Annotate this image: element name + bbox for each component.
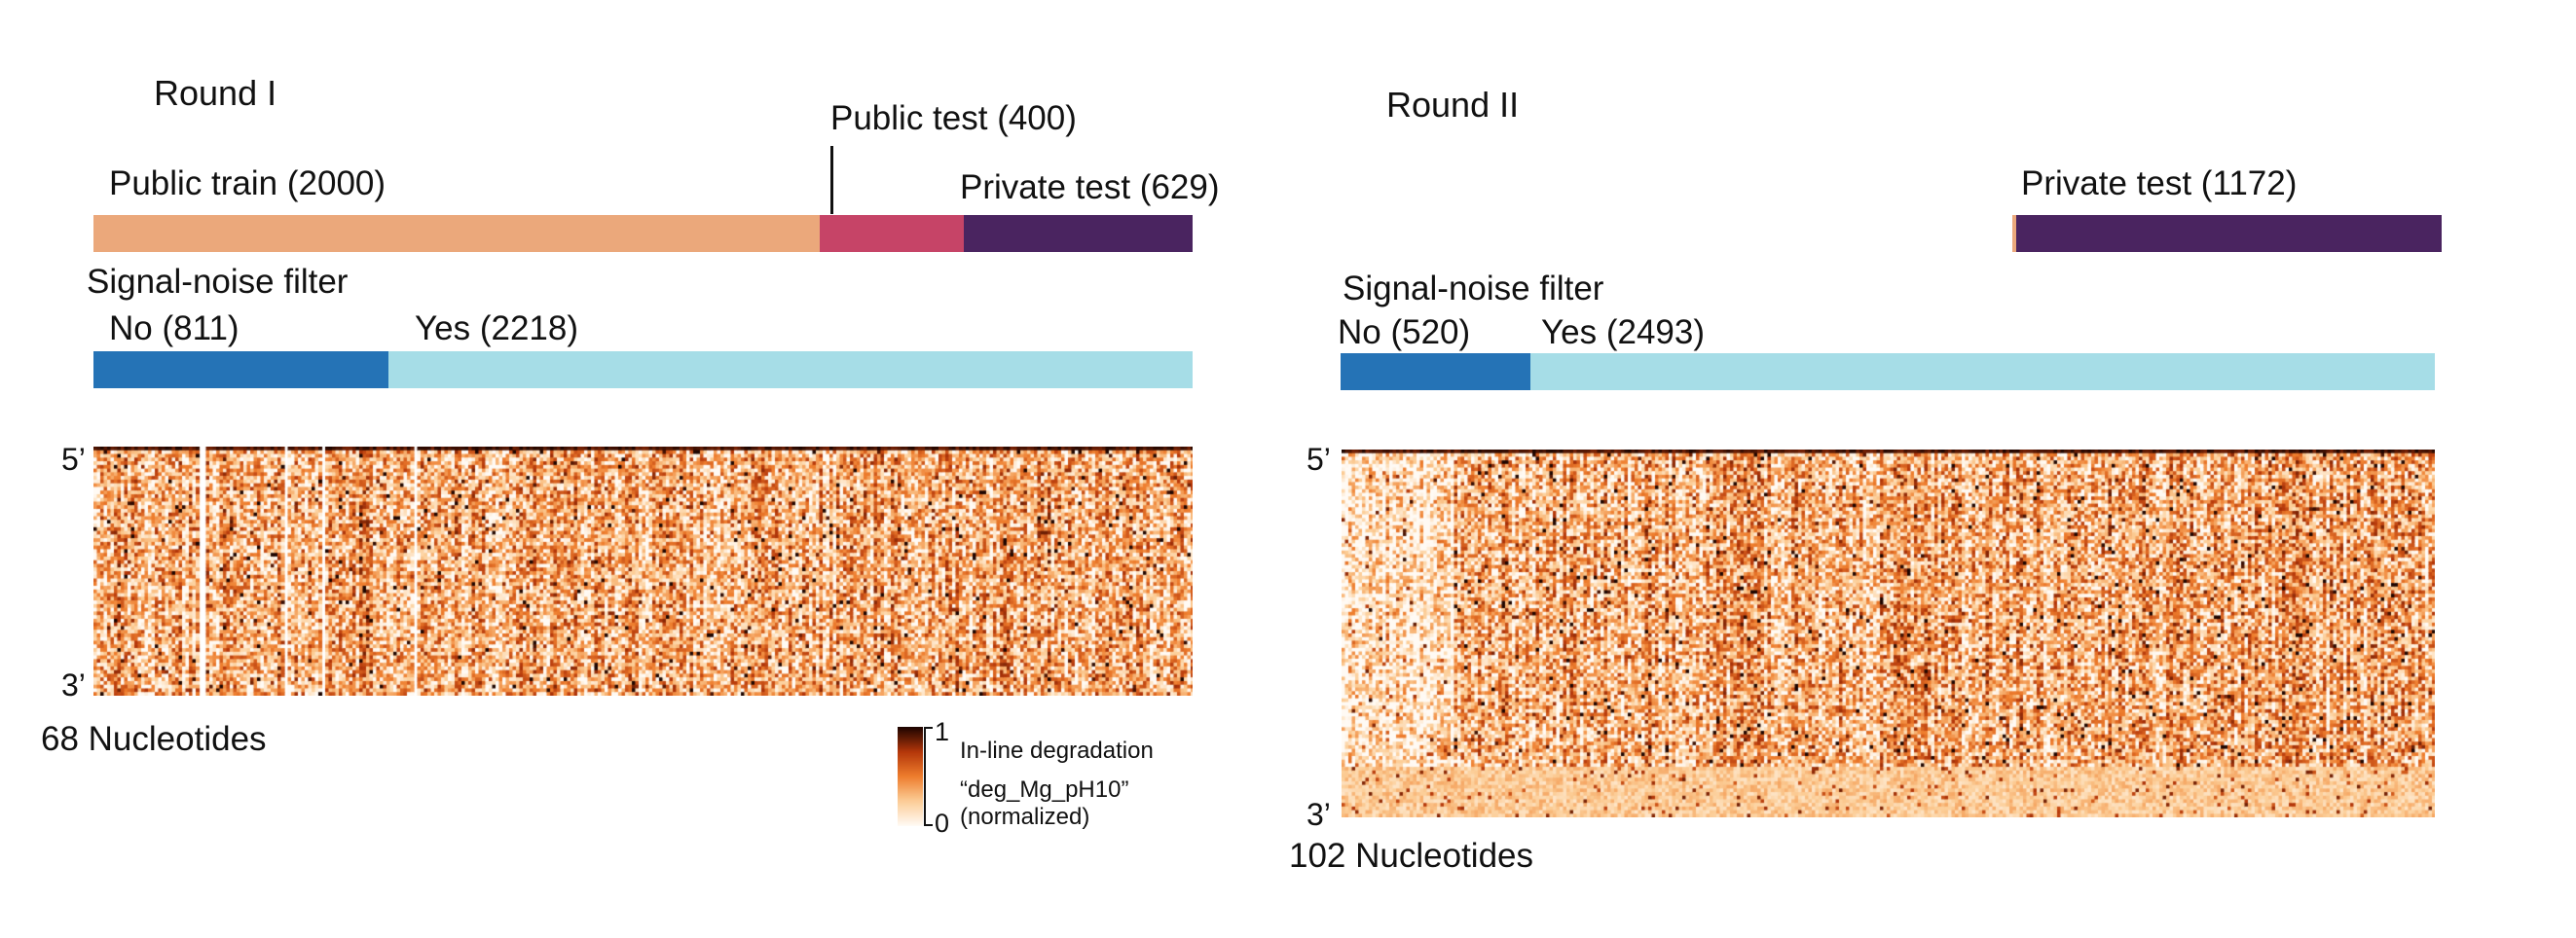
round1-nucleotide-count: 68 Nucleotides [41,720,267,758]
round1-degradation-heatmap [93,447,1193,696]
round1-filter-bar-yes [388,351,1193,388]
round2-nucleotide-count: 102 Nucleotides [1289,837,1533,875]
round2-filter-title: Signal-noise filter [1343,270,1604,307]
round1-private-test-label: Private test (629) [960,168,1220,206]
colorbar-gradient [898,727,923,826]
round1-heatmap-5prime: 5’ [61,442,86,477]
round2-private-test-label: Private test (1172) [2021,164,2298,202]
round1-public-test-label: Public test (400) [830,99,1077,137]
colorbar-title-line1: In-line degradation [960,738,1154,764]
round2-heatmap-5prime: 5’ [1306,442,1331,477]
round2-split-bar-private-test [2016,215,2442,252]
round1-filter-title: Signal-noise filter [87,263,349,301]
colorbar-tick-min [924,824,933,826]
colorbar-axis [924,727,926,826]
round2-title: Round II [1386,85,1520,125]
round2-heatmap-3prime: 3’ [1306,797,1331,832]
round2-filter-bar-yes [1530,353,2435,390]
round1-title: Round I [154,73,277,113]
colorbar-max-label: 1 [935,717,950,746]
round1-heatmap-3prime: 3’ [61,667,86,703]
round1-public-test-pointer [830,146,833,214]
round1-split-bar-public-train [93,215,820,252]
round2-filter-yes-label: Yes (2493) [1541,313,1705,351]
round2-degradation-heatmap [1342,450,2435,817]
round1-split-bar-public-test [820,215,964,252]
round2-filter-bar-no [1341,353,1530,390]
round1-filter-yes-label: Yes (2218) [415,309,578,347]
colorbar-title-line3: (normalized) [960,804,1090,830]
round1-filter-no-label: No (811) [109,309,239,347]
colorbar-min-label: 0 [935,809,950,838]
colorbar-title-line2: “deg_Mg_pH10” [960,776,1129,803]
round2-split-bar-edge [2012,215,2016,252]
round1-public-train-label: Public train (2000) [109,164,386,202]
colorbar-tick-max [924,727,933,729]
round1-split-bar-private-test [964,215,1193,252]
round2-filter-no-label: No (520) [1338,313,1471,351]
round1-filter-bar-no [93,351,388,388]
